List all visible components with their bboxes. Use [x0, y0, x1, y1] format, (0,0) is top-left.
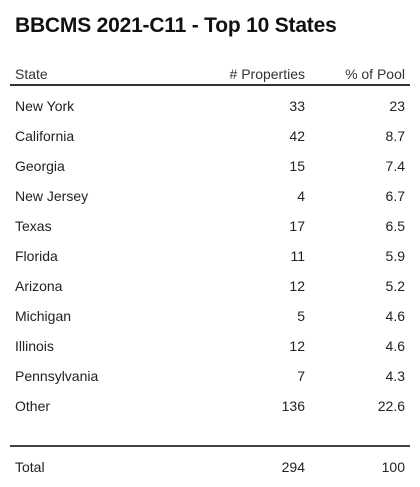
cell-state: California [15, 128, 75, 144]
cell-pool: 4.6 [385, 338, 405, 354]
cell-properties: 11 [290, 248, 305, 264]
total-divider [10, 445, 410, 447]
cell-pool: 4.3 [385, 368, 405, 384]
cell-properties: 7 [297, 368, 305, 384]
header-state: State [15, 66, 48, 82]
cell-state: Other [15, 398, 51, 414]
cell-properties: 17 [289, 218, 305, 234]
cell-state: Pennsylvania [15, 368, 99, 384]
cell-state: Arizona [15, 278, 63, 294]
cell-properties: 15 [289, 158, 305, 174]
total-pool: 100 [381, 459, 405, 475]
cell-properties: 12 [289, 338, 305, 354]
cell-state: Florida [15, 248, 58, 264]
cell-state: New Jersey [15, 188, 89, 204]
cell-properties: 136 [281, 398, 305, 414]
cell-properties: 42 [289, 128, 305, 144]
cell-pool: 22.6 [377, 398, 405, 414]
cell-state: New York [15, 98, 75, 114]
table-row: Florida 11 5.9 [10, 246, 410, 276]
cell-pool: 5.9 [385, 248, 405, 264]
total-label: Total [15, 459, 45, 475]
cell-properties: 33 [289, 98, 305, 114]
table-row: California 42 8.7 [10, 126, 410, 156]
table-body: New York 33 23 California 42 8.7 Georgia… [10, 96, 410, 426]
total-row: Total 294 100 [10, 457, 410, 477]
cell-pool: 7.4 [385, 158, 405, 174]
cell-pool: 4.6 [385, 308, 405, 324]
table-row: New York 33 23 [10, 96, 410, 126]
cell-pool: 8.7 [385, 128, 405, 144]
table-row: New Jersey 4 6.7 [10, 186, 410, 216]
cell-properties: 5 [297, 308, 305, 324]
table-header: State # Properties % of Pool [10, 66, 410, 84]
cell-properties: 4 [297, 188, 305, 204]
table-row: Pennsylvania 7 4.3 [10, 366, 410, 396]
page-title: BBCMS 2021-C11 - Top 10 States [15, 14, 337, 37]
header-pool: % of Pool [345, 66, 405, 82]
table-row: Texas 17 6.5 [10, 216, 410, 246]
cell-properties: 12 [289, 278, 305, 294]
table-row: Illinois 12 4.6 [10, 336, 410, 366]
cell-state: Michigan [15, 308, 72, 324]
cell-pool: 23 [389, 98, 405, 114]
cell-pool: 6.7 [385, 188, 405, 204]
total-properties: 294 [281, 459, 305, 475]
header-divider [10, 84, 410, 86]
table-row: Georgia 15 7.4 [10, 156, 410, 186]
table-row: Other 136 22.6 [10, 396, 410, 426]
table-row: Michigan 5 4.6 [10, 306, 410, 336]
cell-state: Illinois [15, 338, 54, 354]
cell-pool: 5.2 [385, 278, 405, 294]
cell-state: Georgia [15, 158, 65, 174]
cell-pool: 6.5 [385, 218, 405, 234]
cell-state: Texas [15, 218, 52, 234]
header-properties: # Properties [229, 66, 305, 82]
table-row: Arizona 12 5.2 [10, 276, 410, 306]
